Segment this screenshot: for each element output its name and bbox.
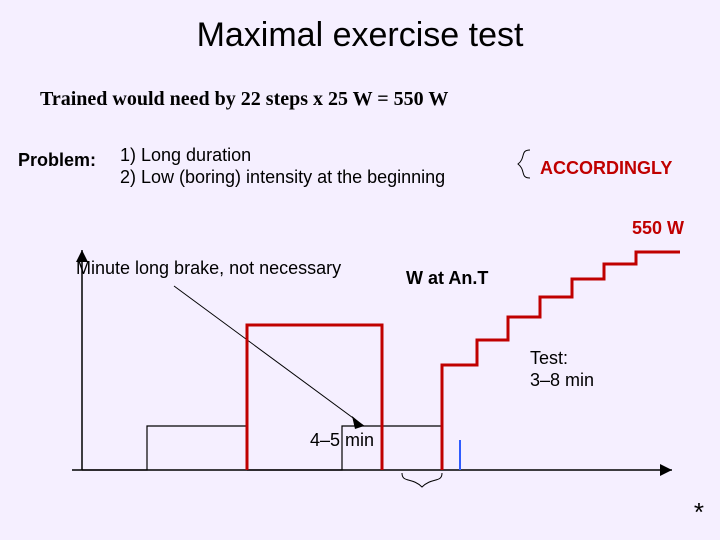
x-axis-arrow <box>660 464 672 476</box>
problem-label: Problem: <box>18 150 96 171</box>
pointer-arrow-head <box>352 416 364 429</box>
red-rect <box>247 325 382 470</box>
red-staircase <box>442 252 680 470</box>
step-chart <box>52 240 692 500</box>
problem-item-2: 2) Low (boring) intensity at the beginni… <box>120 167 445 188</box>
subtitle: Trained would need by 22 steps x 25 W = … <box>40 88 448 111</box>
accordingly-label: ACCORDINGLY <box>540 158 672 179</box>
problem-item-1: 1) Long duration <box>120 145 251 166</box>
black-step-2 <box>247 426 442 470</box>
bracket-top <box>510 148 546 188</box>
pointer-arrow-line <box>174 286 364 426</box>
y-axis-arrow <box>76 250 88 262</box>
bracket-bottom <box>402 473 442 487</box>
asterisk: * <box>694 497 704 528</box>
page-title: Maximal exercise test <box>0 16 720 55</box>
black-step-1 <box>82 426 247 470</box>
w550-label: 550 W <box>632 218 684 239</box>
